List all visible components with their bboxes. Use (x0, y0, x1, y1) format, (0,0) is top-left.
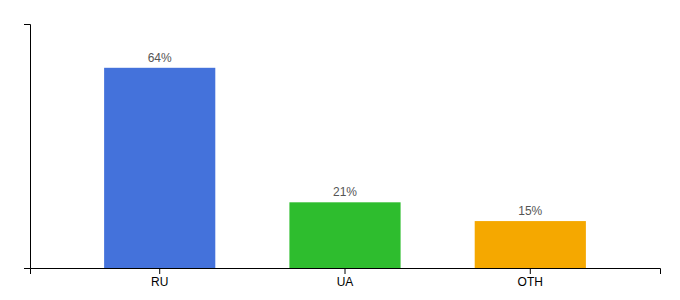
plot: RU UA OTH 64% 21% 15% (24, 25, 661, 289)
x-tick-mark (159, 268, 160, 274)
y-axis (24, 25, 31, 269)
data-labels: 64% 21% 15% (148, 51, 543, 218)
data-label: 21% (333, 185, 357, 199)
x-tick: OTH (518, 268, 543, 289)
data-label: 15% (518, 204, 542, 218)
chart: RU UA OTH 64% 21% 15% (0, 0, 680, 300)
x-tick-mark (345, 268, 346, 274)
x-axis-line (31, 269, 661, 275)
bar (104, 68, 215, 268)
y-axis-line (24, 25, 31, 269)
x-tick-label: UA (337, 275, 354, 289)
x-tick-label: RU (151, 275, 168, 289)
x-tick-mark (530, 268, 531, 274)
bar (475, 221, 586, 268)
data-label: 64% (148, 51, 172, 65)
x-tick-label: OTH (518, 275, 543, 289)
x-tick: RU (151, 268, 168, 289)
x-axis: RU UA OTH (31, 268, 661, 289)
bar (289, 202, 400, 268)
bars (104, 68, 586, 268)
x-tick: UA (337, 268, 354, 289)
